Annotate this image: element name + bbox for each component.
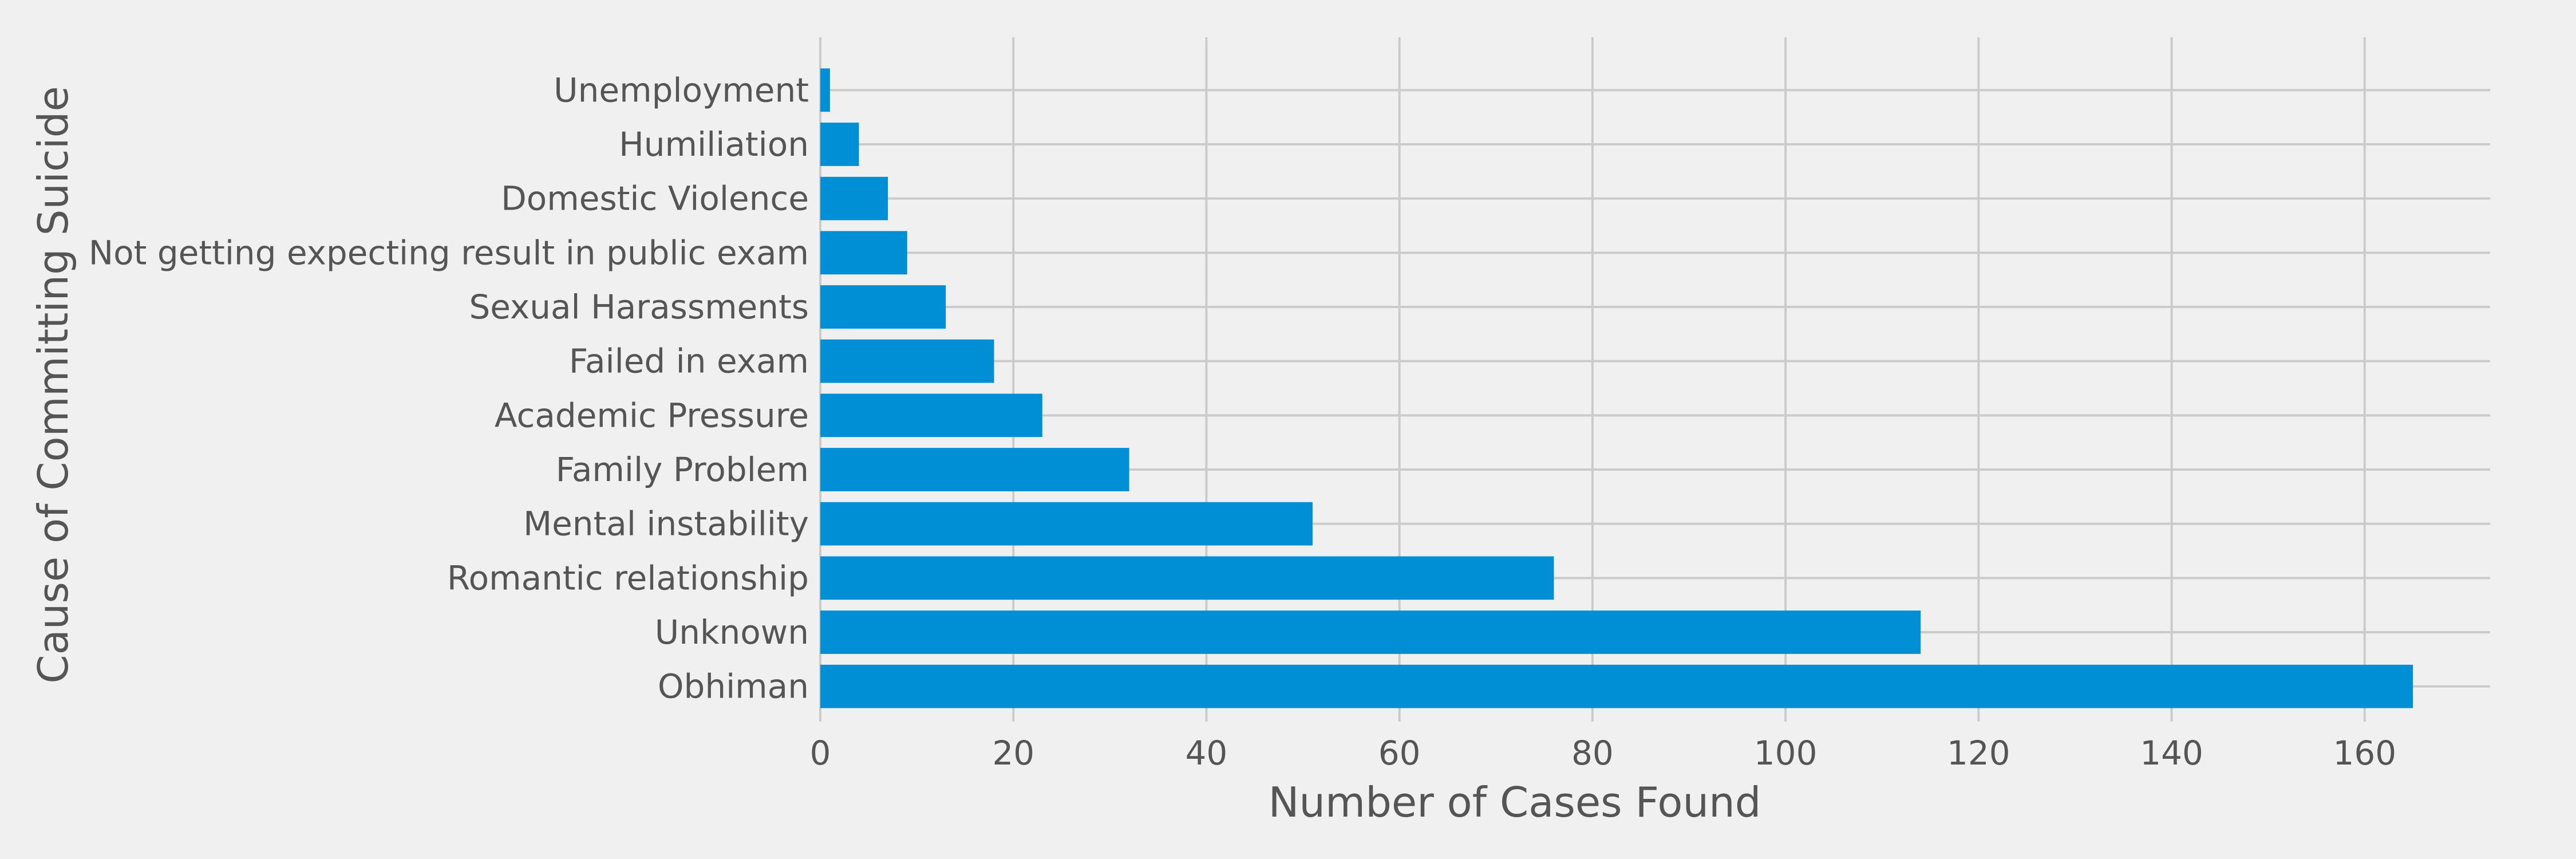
y-tick-label-3: Mental instability	[523, 505, 809, 543]
y-tick-label-4: Family Problem	[556, 450, 809, 489]
bars	[820, 68, 2413, 708]
bar-9	[820, 176, 888, 220]
bar-4	[820, 448, 1129, 491]
x-tick-labels: 0 20 40 60 80 100 120 140 160	[810, 734, 2397, 773]
bar-0	[820, 664, 2413, 708]
x-tick-label-0: 0	[810, 734, 831, 773]
x-tick-label-80: 80	[1571, 734, 1614, 773]
bar-2	[820, 556, 1554, 600]
y-tick-label-7: Sexual Harassments	[469, 287, 809, 326]
y-tick-label-0: Obhiman	[658, 667, 809, 706]
bar-8	[820, 231, 907, 275]
bar-7	[820, 285, 946, 329]
y-tick-label-1: Unknown	[655, 613, 809, 652]
x-tick-label-20: 20	[992, 734, 1034, 773]
x-tick-label-140: 140	[2140, 734, 2203, 773]
y-tick-label-11: Unemployment	[554, 70, 809, 109]
bar-6	[820, 339, 994, 383]
bar-1	[820, 610, 1921, 654]
y-tick-label-9: Domestic Violence	[501, 179, 809, 218]
x-tick-label-60: 60	[1378, 734, 1421, 773]
bar-5	[820, 393, 1042, 438]
x-tick-label-120: 120	[1947, 734, 2010, 773]
bar-3	[820, 502, 1313, 546]
bar-11	[820, 68, 830, 112]
y-tick-labels: Obhiman Unknown Romantic relationship Menta…	[89, 70, 809, 706]
y-tick-label-2: Romantic relationship	[447, 558, 809, 597]
y-axis-label: Cause of Committing Suicide	[29, 86, 77, 683]
x-tick-label-160: 160	[2333, 734, 2396, 773]
y-tick-label-10: Humiliation	[619, 125, 809, 164]
x-tick-label-100: 100	[1754, 734, 1818, 773]
x-axis-label: Number of Cases Found	[1269, 778, 1761, 826]
x-tick-label-40: 40	[1186, 734, 1228, 773]
y-tick-label-6: Failed in exam	[569, 342, 809, 381]
bar-10	[820, 123, 859, 166]
y-tick-label-5: Academic Pressure	[495, 396, 809, 435]
y-tick-label-8: Not getting expecting result in public e…	[89, 233, 809, 272]
